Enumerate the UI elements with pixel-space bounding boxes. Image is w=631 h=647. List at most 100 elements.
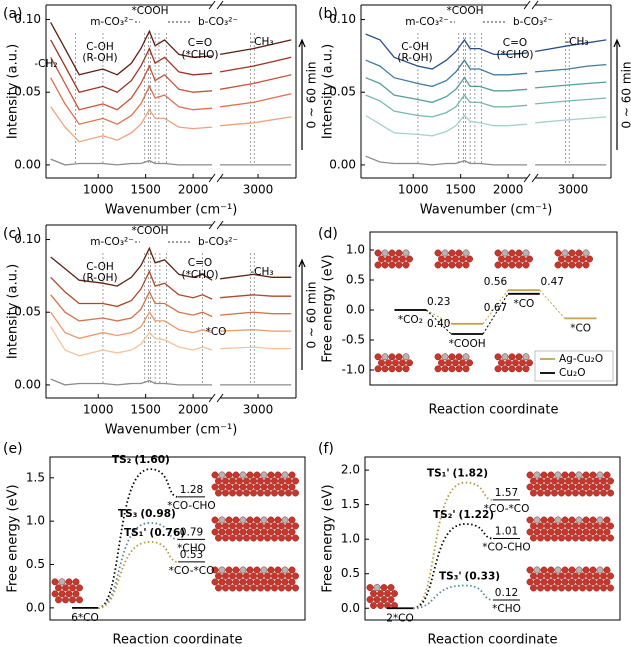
atom <box>392 255 399 263</box>
atom <box>257 522 264 530</box>
x-axis-title: Reaction coordinate <box>428 633 558 647</box>
atom <box>540 566 548 574</box>
atom <box>385 359 392 367</box>
atom <box>582 516 590 524</box>
atom <box>377 602 384 609</box>
atom <box>600 584 607 592</box>
x-axis-title: Reaction coordinate <box>113 633 243 647</box>
atom <box>69 584 76 592</box>
atom <box>274 483 282 491</box>
atom <box>257 584 264 592</box>
spectrum-line <box>50 158 292 166</box>
atom <box>554 483 562 491</box>
atom <box>72 578 80 586</box>
final-value: 0.12 <box>495 587 518 599</box>
annotation: -CH₂ <box>34 58 57 70</box>
atom <box>568 249 576 257</box>
atom <box>572 522 579 530</box>
atom <box>508 353 516 361</box>
atom <box>278 489 285 497</box>
atom <box>572 534 579 542</box>
y-tick-label: 0.10 <box>14 12 41 26</box>
y-axis-title: Free energy (eV) <box>321 484 336 592</box>
atom <box>561 578 569 586</box>
atom <box>377 590 384 597</box>
atom <box>374 249 382 257</box>
atom <box>600 534 607 542</box>
axis-break <box>216 220 224 230</box>
atom <box>374 261 382 269</box>
initial-label: 2*CO <box>386 612 414 624</box>
atom <box>434 353 442 361</box>
atom <box>438 255 445 263</box>
panel-label: (f) <box>318 441 334 457</box>
spectrum-line <box>50 269 292 308</box>
atom <box>218 528 226 536</box>
annotation: (R-OH) <box>82 272 117 284</box>
atom <box>575 578 583 586</box>
atom <box>402 249 410 257</box>
atom <box>554 516 562 524</box>
atom <box>274 516 282 524</box>
spectrum-line <box>50 326 292 357</box>
atom <box>565 522 572 530</box>
atom <box>515 261 523 269</box>
atom <box>551 534 558 542</box>
x-tick-label: 3000 <box>243 403 274 417</box>
atom <box>218 471 226 479</box>
ts-value: (0.33) <box>465 570 501 582</box>
atom <box>596 483 604 491</box>
atom <box>607 522 614 530</box>
atom <box>603 528 611 536</box>
atom <box>392 359 399 367</box>
atom <box>370 602 377 609</box>
atom <box>391 590 398 597</box>
atom <box>551 572 558 580</box>
step-label: 0.67 <box>484 302 507 314</box>
atom <box>441 261 449 269</box>
atom <box>540 516 548 524</box>
atom <box>568 516 576 524</box>
final-label: *CO-CHO <box>167 500 215 512</box>
atom <box>572 584 579 592</box>
atom <box>232 516 240 524</box>
atom <box>579 584 586 592</box>
atom <box>378 359 385 367</box>
atom <box>65 590 73 598</box>
atom <box>380 596 388 603</box>
atom <box>292 522 299 530</box>
atom <box>257 572 264 580</box>
atom <box>232 566 240 574</box>
annotation: C=O <box>188 37 212 49</box>
ts-label: TS₁' <box>124 527 147 539</box>
x-tick-label: 3000 <box>558 183 589 197</box>
atom <box>603 516 611 524</box>
atom <box>452 255 459 263</box>
spectrum-line <box>365 114 607 137</box>
atom <box>370 590 377 597</box>
atom <box>575 249 583 257</box>
atom <box>505 359 512 367</box>
atom <box>239 483 247 491</box>
final-label: *CHO <box>492 603 521 615</box>
y-axis-title: Intensity (a.u.) <box>6 44 21 139</box>
atom <box>271 489 278 497</box>
atom <box>558 572 565 580</box>
atom <box>586 477 593 485</box>
atom <box>607 534 614 542</box>
axis-break <box>216 393 224 403</box>
spectrum-line <box>365 155 607 166</box>
atom <box>565 255 572 263</box>
atom <box>381 249 389 257</box>
atom <box>264 477 271 485</box>
atom <box>607 489 614 497</box>
atom <box>271 572 278 580</box>
atom <box>58 578 66 586</box>
atom <box>388 353 396 361</box>
atom <box>243 534 250 542</box>
atom <box>250 522 257 530</box>
atom <box>267 516 275 524</box>
atom <box>533 516 541 524</box>
atom <box>253 483 261 491</box>
annotation: m-CO₃²⁻ <box>90 236 134 248</box>
